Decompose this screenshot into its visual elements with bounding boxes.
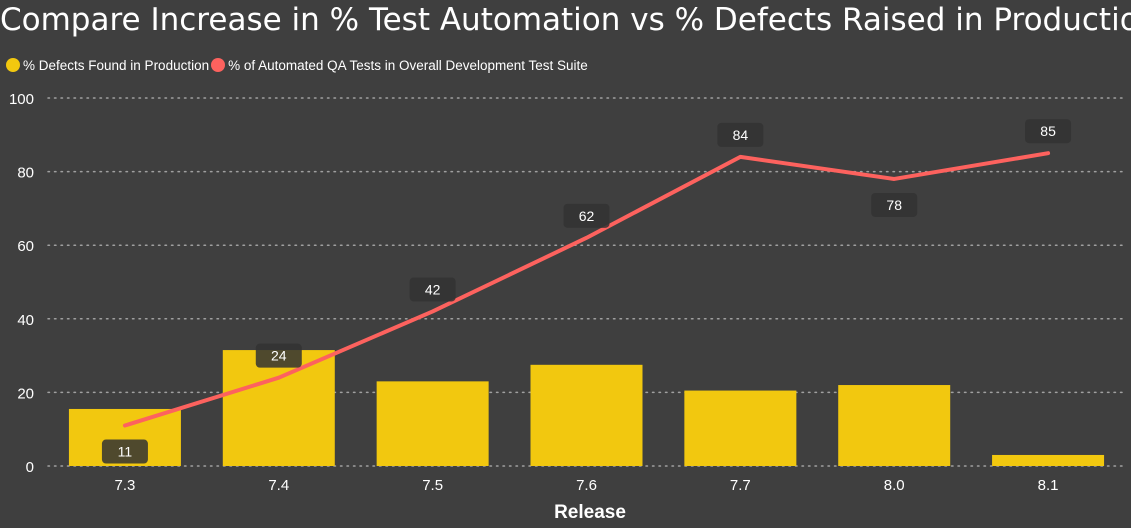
bar-defects — [684, 390, 797, 466]
data-label-bg — [255, 343, 302, 368]
line-automation — [122, 151, 1051, 428]
legend-label-defects: % Defects Found in Production — [23, 57, 210, 73]
y-tick-label: 40 — [17, 312, 34, 329]
legend-marker-defects — [6, 58, 20, 72]
data-label: 78 — [886, 197, 902, 213]
data-label-bg — [717, 122, 764, 147]
data-label-bg — [563, 203, 610, 228]
legend: % Defects Found in Production % of Autom… — [6, 55, 590, 75]
y-tick-label: 20 — [17, 385, 34, 402]
legend-item-automation[interactable]: % of Automated QA Tests in Overall Devel… — [211, 58, 588, 73]
data-label: 62 — [579, 208, 595, 224]
data-label-bg — [409, 277, 456, 302]
data-label: 84 — [733, 127, 749, 143]
data-label: 85 — [1040, 123, 1056, 139]
chart-title: Compare Increase in % Test Automation vs… — [0, 2, 1131, 38]
x-tick-label: 8.1 — [1038, 477, 1059, 494]
legend-item-defects[interactable]: % Defects Found in Production — [6, 58, 209, 73]
bar-defects — [376, 381, 489, 466]
data-label-bg — [871, 192, 918, 217]
data-label: 24 — [271, 348, 287, 364]
y-tick-label: 100 — [9, 91, 34, 108]
x-tick-label: 7.3 — [114, 477, 135, 494]
legend-marker-automation — [211, 58, 226, 72]
data-label: 11 — [118, 444, 133, 460]
bar-defects — [530, 364, 643, 466]
x-tick-label: 7.5 — [422, 477, 443, 494]
legend-label-automation: % of Automated QA Tests in Overall Devel… — [228, 57, 588, 73]
x-tick-label: 7.6 — [576, 477, 597, 494]
x-tick-label: 7.4 — [268, 477, 289, 494]
data-label-bg — [101, 439, 148, 464]
x-tick-label: 8.0 — [884, 477, 905, 494]
bar-defects — [992, 454, 1105, 466]
y-tick-label: 80 — [17, 165, 34, 182]
x-tick-label: 7.7 — [730, 477, 751, 494]
bar-defects — [838, 385, 951, 466]
y-tick-label: 60 — [17, 238, 34, 255]
data-label: 42 — [425, 281, 441, 297]
x-axis-title: Release — [554, 502, 626, 523]
bar-defects — [222, 350, 335, 466]
data-label-bg — [1025, 119, 1072, 144]
y-tick-label: 0 — [26, 459, 34, 476]
